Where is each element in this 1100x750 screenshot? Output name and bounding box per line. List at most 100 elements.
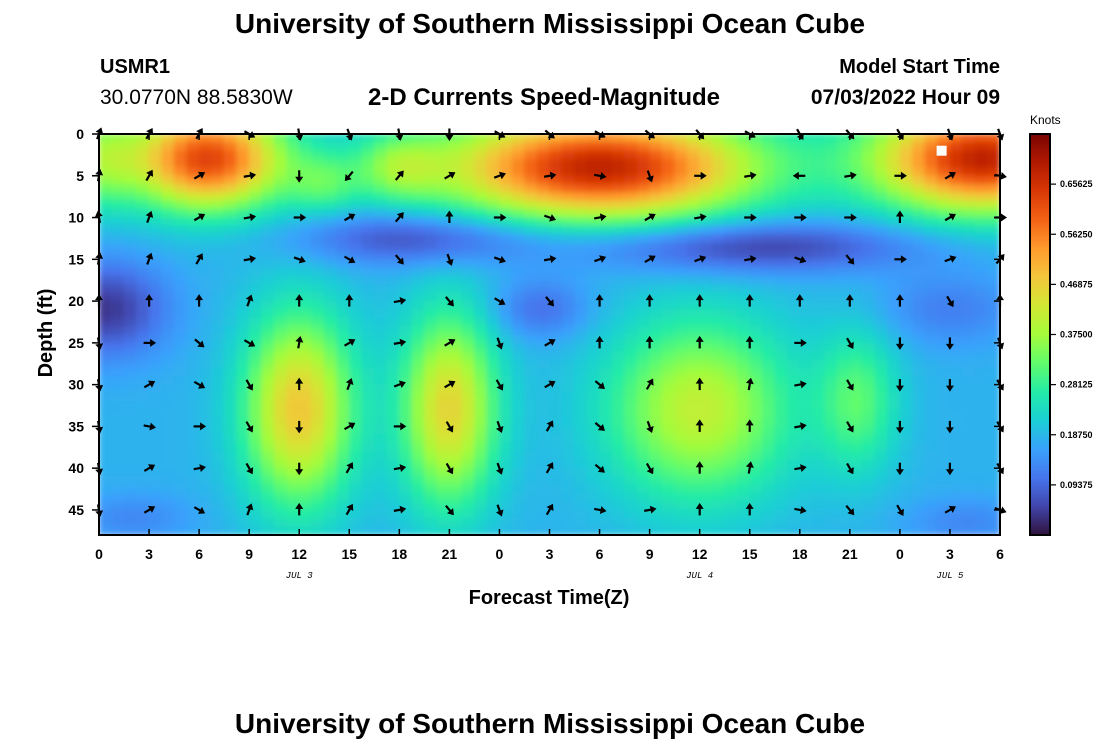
heatmap-cell bbox=[273, 309, 287, 319]
heatmap-cell bbox=[636, 392, 650, 402]
heatmap-cell bbox=[837, 225, 851, 235]
heatmap-cell bbox=[311, 367, 325, 377]
heatmap-cell bbox=[449, 492, 463, 502]
heatmap-cell bbox=[511, 501, 525, 511]
heatmap-cell bbox=[761, 526, 776, 535]
heatmap-cell bbox=[799, 300, 813, 310]
heatmap-cell bbox=[849, 517, 863, 527]
heatmap-cell bbox=[949, 259, 963, 268]
heatmap-cell bbox=[449, 292, 463, 302]
heatmap-cell bbox=[399, 426, 413, 436]
heatmap-cell bbox=[348, 434, 363, 444]
y-tick-label: 25 bbox=[68, 335, 84, 351]
heatmap-cell bbox=[99, 259, 112, 268]
heatmap-cell bbox=[161, 350, 175, 360]
heatmap-cell bbox=[611, 459, 625, 469]
heatmap-cell bbox=[699, 526, 713, 535]
heatmap-cell bbox=[962, 517, 976, 527]
heatmap-cell bbox=[336, 409, 350, 419]
heatmap-cell bbox=[849, 375, 863, 385]
heatmap-cell bbox=[273, 259, 287, 268]
heatmap-cell bbox=[561, 392, 575, 402]
heatmap-cell bbox=[399, 200, 413, 210]
heatmap-cell bbox=[611, 142, 625, 151]
heatmap-cell bbox=[774, 142, 788, 151]
heatmap-cell bbox=[649, 367, 663, 377]
heatmap-cell bbox=[336, 526, 350, 535]
arrow-head bbox=[945, 469, 954, 476]
heatmap-cell bbox=[411, 317, 425, 327]
heatmap-cell bbox=[987, 208, 1000, 218]
heatmap-cell bbox=[223, 367, 237, 377]
heatmap-cell bbox=[211, 242, 225, 252]
heatmap-cell bbox=[624, 434, 638, 444]
heatmap-cell bbox=[862, 350, 876, 360]
heatmap-cell bbox=[198, 134, 212, 143]
heatmap-cell bbox=[99, 384, 112, 394]
heatmap-cell bbox=[761, 233, 776, 243]
heatmap-cell bbox=[311, 150, 325, 160]
heatmap-cell bbox=[374, 501, 388, 511]
heatmap-cell bbox=[173, 459, 187, 469]
heatmap-cell bbox=[962, 233, 976, 243]
heatmap-cell bbox=[686, 259, 700, 268]
heatmap-cell bbox=[311, 175, 325, 185]
y-tick-label: 0 bbox=[76, 126, 84, 142]
heatmap-cell bbox=[724, 259, 738, 268]
heatmap-cell bbox=[511, 359, 525, 369]
heatmap-cell bbox=[674, 426, 688, 436]
heatmap-cell bbox=[987, 259, 1000, 268]
heatmap-cell bbox=[636, 442, 650, 452]
heatmap-cell bbox=[561, 476, 575, 486]
heatmap-cell bbox=[211, 367, 225, 377]
heatmap-cell bbox=[749, 225, 763, 235]
heatmap-cell bbox=[223, 284, 237, 294]
heatmap-cell bbox=[161, 142, 175, 151]
heatmap-cell bbox=[286, 158, 300, 168]
heatmap-cell bbox=[724, 300, 738, 310]
heatmap-cell bbox=[611, 183, 625, 193]
heatmap-cell bbox=[524, 467, 538, 477]
heatmap-cell bbox=[736, 476, 751, 486]
heatmap-cell bbox=[686, 167, 700, 177]
heatmap-cell bbox=[211, 317, 225, 327]
heatmap-cell bbox=[386, 267, 400, 277]
heatmap-cell bbox=[524, 150, 538, 160]
heatmap-cell bbox=[899, 150, 913, 160]
heatmap-cell bbox=[799, 350, 813, 360]
heatmap-cell bbox=[536, 434, 550, 444]
heatmap-cell bbox=[736, 325, 751, 335]
heatmap-cell bbox=[574, 409, 588, 419]
heatmap-cell bbox=[837, 509, 851, 519]
heatmap-cell bbox=[962, 509, 976, 519]
heatmap-cell bbox=[111, 325, 125, 335]
heatmap-cell bbox=[924, 167, 938, 177]
heatmap-cell bbox=[887, 417, 901, 427]
heatmap-cell bbox=[411, 434, 425, 444]
heatmap-cell bbox=[661, 250, 675, 260]
heatmap-cell bbox=[962, 183, 976, 193]
heatmap-cell bbox=[549, 484, 563, 494]
arrow-head bbox=[595, 294, 604, 301]
heatmap-cell bbox=[336, 200, 350, 210]
heatmap-cell bbox=[862, 192, 876, 202]
heatmap-cell bbox=[924, 200, 938, 210]
heatmap-cell bbox=[298, 134, 313, 143]
heatmap-cell bbox=[599, 208, 613, 218]
heatmap-cell bbox=[161, 317, 175, 327]
heatmap-cell bbox=[311, 250, 325, 260]
heatmap-cell bbox=[386, 158, 400, 168]
heatmap-cell bbox=[574, 375, 588, 385]
heatmap-cell bbox=[599, 375, 613, 385]
heatmap-cell bbox=[248, 233, 262, 243]
x-tick-label: 12 bbox=[291, 546, 307, 562]
heatmap-cell bbox=[411, 150, 425, 160]
heatmap-cell bbox=[574, 309, 588, 319]
heatmap-cell bbox=[674, 233, 688, 243]
heatmap-cell bbox=[949, 334, 963, 344]
heatmap-cell bbox=[887, 375, 901, 385]
heatmap-cell bbox=[223, 208, 237, 218]
heatmap-cell bbox=[611, 476, 625, 486]
heatmap-cell bbox=[386, 292, 400, 302]
heatmap-cell bbox=[511, 300, 525, 310]
